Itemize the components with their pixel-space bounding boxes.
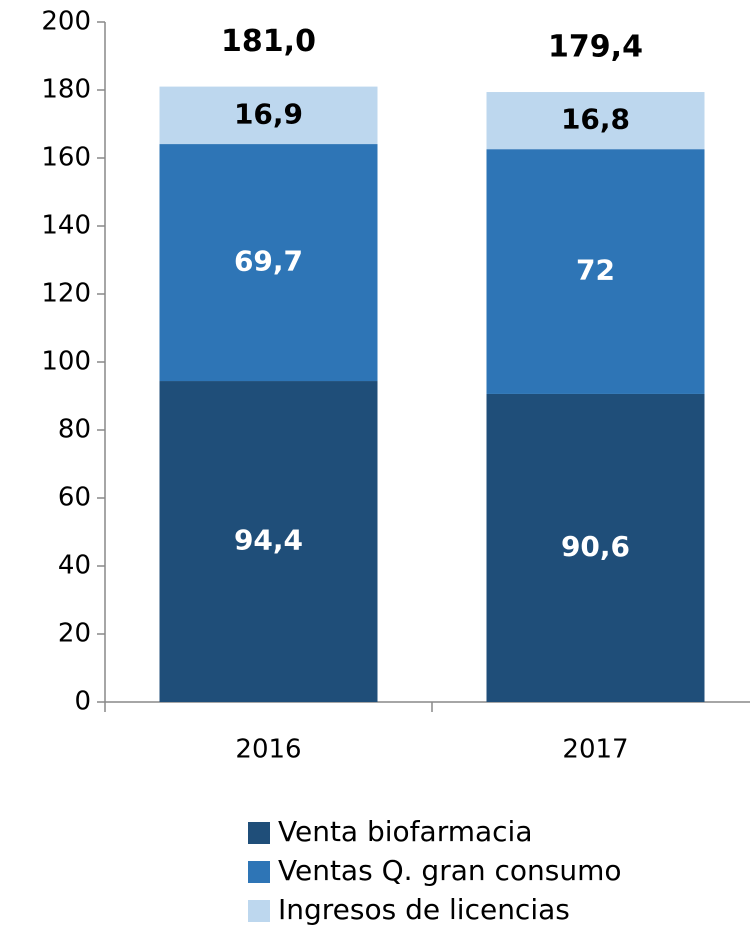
x-tick-label: 2017 bbox=[562, 735, 628, 765]
legend-swatch bbox=[248, 822, 270, 844]
bar-segment bbox=[159, 381, 378, 702]
legend-swatch bbox=[248, 861, 270, 883]
value-label: 94,4 bbox=[234, 524, 303, 557]
value-label: 16,8 bbox=[561, 103, 630, 136]
value-label: 69,7 bbox=[234, 245, 303, 278]
legend-label: Ventas Q. gran consumo bbox=[278, 854, 622, 887]
bar-segment bbox=[159, 144, 378, 382]
legend-label: Ingresos de licencias bbox=[278, 893, 570, 926]
y-tick-label: 20 bbox=[58, 619, 91, 649]
y-tick-label: 80 bbox=[58, 415, 91, 445]
y-tick-label: 180 bbox=[41, 75, 91, 105]
x-tick-label: 2016 bbox=[235, 735, 301, 765]
total-label: 179,4 bbox=[548, 30, 643, 65]
y-tick-label: 160 bbox=[41, 143, 91, 173]
y-tick-label: 200 bbox=[41, 7, 91, 37]
value-label: 72 bbox=[576, 254, 615, 287]
bar-segment bbox=[486, 149, 705, 394]
y-tick-label: 120 bbox=[41, 279, 91, 309]
value-label: 90,6 bbox=[561, 530, 630, 563]
bar-segment bbox=[159, 86, 378, 145]
total-label: 181,0 bbox=[221, 24, 316, 59]
legend-swatch bbox=[248, 900, 270, 922]
y-tick-label: 0 bbox=[74, 687, 91, 717]
y-tick-label: 60 bbox=[58, 483, 91, 513]
value-label: 16,9 bbox=[234, 97, 303, 130]
y-tick-label: 140 bbox=[41, 211, 91, 241]
bar-segment bbox=[486, 393, 705, 702]
bar-segment bbox=[486, 92, 705, 150]
legend-label: Venta biofarmacia bbox=[278, 815, 532, 848]
y-tick-label: 40 bbox=[58, 551, 91, 581]
y-tick-label: 100 bbox=[41, 347, 91, 377]
